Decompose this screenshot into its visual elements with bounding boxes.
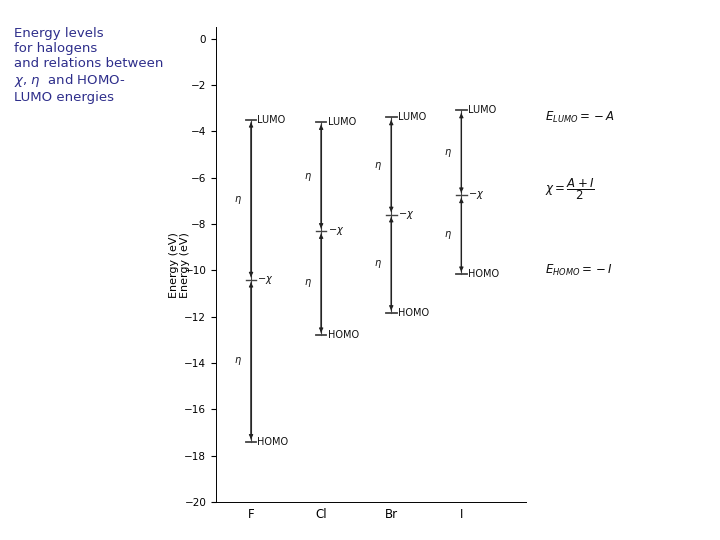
Text: $\eta$: $\eta$: [234, 194, 242, 206]
Text: $\eta$: $\eta$: [304, 277, 312, 289]
Text: $\eta$: $\eta$: [234, 355, 242, 367]
Text: LUMO: LUMO: [397, 112, 426, 123]
Text: $-\chi$: $-\chi$: [468, 190, 484, 201]
Text: LUMO: LUMO: [328, 117, 356, 127]
Text: $-\chi$: $-\chi$: [397, 208, 414, 220]
Text: $E_{LUMO} = -A$: $E_{LUMO} = -A$: [546, 110, 616, 125]
Text: $\eta$: $\eta$: [374, 160, 382, 172]
Text: HOMO: HOMO: [258, 437, 289, 447]
Text: Energy (eV): Energy (eV): [180, 232, 190, 298]
Text: HOMO: HOMO: [328, 330, 359, 340]
Text: $\eta$: $\eta$: [304, 171, 312, 183]
Text: LUMO: LUMO: [468, 105, 496, 116]
Text: $E_{HOMO} = -I$: $E_{HOMO} = -I$: [546, 263, 613, 278]
Text: $\eta$: $\eta$: [444, 147, 452, 159]
Text: Energy levels
for halogens
and relations between
$\chi$, $\eta$  and HOMO-
LUMO : Energy levels for halogens and relations…: [14, 27, 163, 104]
Text: LUMO: LUMO: [258, 114, 286, 125]
Text: HOMO: HOMO: [397, 308, 429, 318]
Text: $\eta$: $\eta$: [444, 229, 452, 241]
Text: $\chi = \dfrac{A + I}{2}$: $\chi = \dfrac{A + I}{2}$: [546, 177, 595, 202]
Text: $-\chi$: $-\chi$: [258, 274, 274, 286]
Text: $-\chi$: $-\chi$: [328, 225, 344, 237]
Y-axis label: Energy (eV): Energy (eV): [168, 232, 179, 298]
Text: HOMO: HOMO: [468, 269, 499, 279]
Text: $\eta$: $\eta$: [374, 258, 382, 270]
